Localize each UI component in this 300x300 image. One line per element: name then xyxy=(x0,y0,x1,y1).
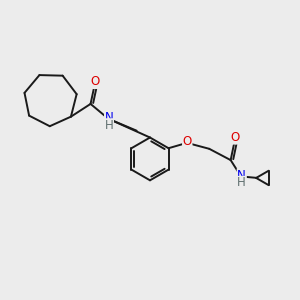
Text: O: O xyxy=(90,75,100,88)
Text: N: N xyxy=(105,111,113,124)
Text: N: N xyxy=(237,169,246,182)
Text: O: O xyxy=(183,135,192,148)
Text: H: H xyxy=(105,119,113,132)
Text: H: H xyxy=(237,176,246,190)
Text: O: O xyxy=(230,131,240,144)
